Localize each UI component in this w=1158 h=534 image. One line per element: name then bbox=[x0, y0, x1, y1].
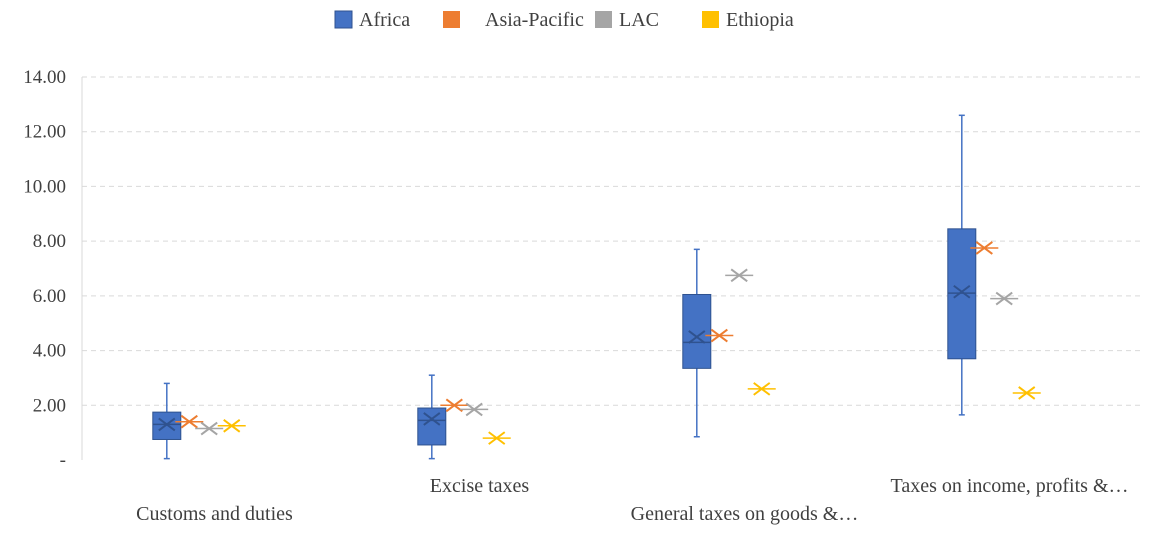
y-tick-label: 10.00 bbox=[23, 176, 66, 197]
box-0 bbox=[152, 411, 182, 440]
box-mean-marker bbox=[953, 284, 971, 299]
point-marker-2 bbox=[465, 402, 483, 417]
legend-swatch-1 bbox=[443, 11, 460, 28]
point-marker-1 bbox=[180, 414, 198, 429]
y-tick-label: - bbox=[60, 450, 66, 471]
legend-label-1: Asia-Pacific bbox=[485, 9, 584, 31]
point-marker-2 bbox=[995, 291, 1013, 306]
box-mean-marker bbox=[423, 412, 441, 426]
category-label: General taxes on goods &… bbox=[631, 503, 859, 525]
box-mean-marker bbox=[158, 417, 176, 432]
legend-label-2: LAC bbox=[619, 9, 659, 31]
y-tick-label: 14.00 bbox=[23, 67, 66, 88]
y-tick-label: 4.00 bbox=[33, 341, 66, 362]
legend-swatch-2 bbox=[595, 11, 612, 28]
point-marker-1 bbox=[975, 241, 993, 255]
point-marker-2 bbox=[200, 421, 218, 436]
point-marker-1 bbox=[445, 398, 463, 413]
point-marker-1 bbox=[710, 328, 728, 343]
box-1 bbox=[417, 407, 447, 446]
point-marker-3 bbox=[1018, 386, 1036, 400]
legend-swatch-3 bbox=[702, 11, 719, 28]
y-tick-label: 6.00 bbox=[33, 286, 66, 307]
point-marker-2 bbox=[730, 268, 748, 283]
point-marker-3 bbox=[753, 382, 771, 396]
legend-swatch-0 bbox=[334, 10, 353, 29]
y-tick-label: 12.00 bbox=[23, 122, 66, 143]
legend-label-3: Ethiopia bbox=[726, 9, 794, 31]
point-marker-3 bbox=[223, 419, 241, 433]
box-2 bbox=[682, 293, 712, 369]
box-mean-marker bbox=[688, 330, 706, 344]
point-marker-3 bbox=[488, 431, 506, 445]
category-label: Customs and duties bbox=[136, 503, 293, 525]
legend-label-0: Africa bbox=[359, 9, 410, 31]
y-tick-label: 2.00 bbox=[33, 395, 66, 416]
category-label: Taxes on income, profits &… bbox=[891, 475, 1129, 497]
category-label: Excise taxes bbox=[430, 475, 530, 497]
y-tick-label: 8.00 bbox=[33, 231, 66, 252]
